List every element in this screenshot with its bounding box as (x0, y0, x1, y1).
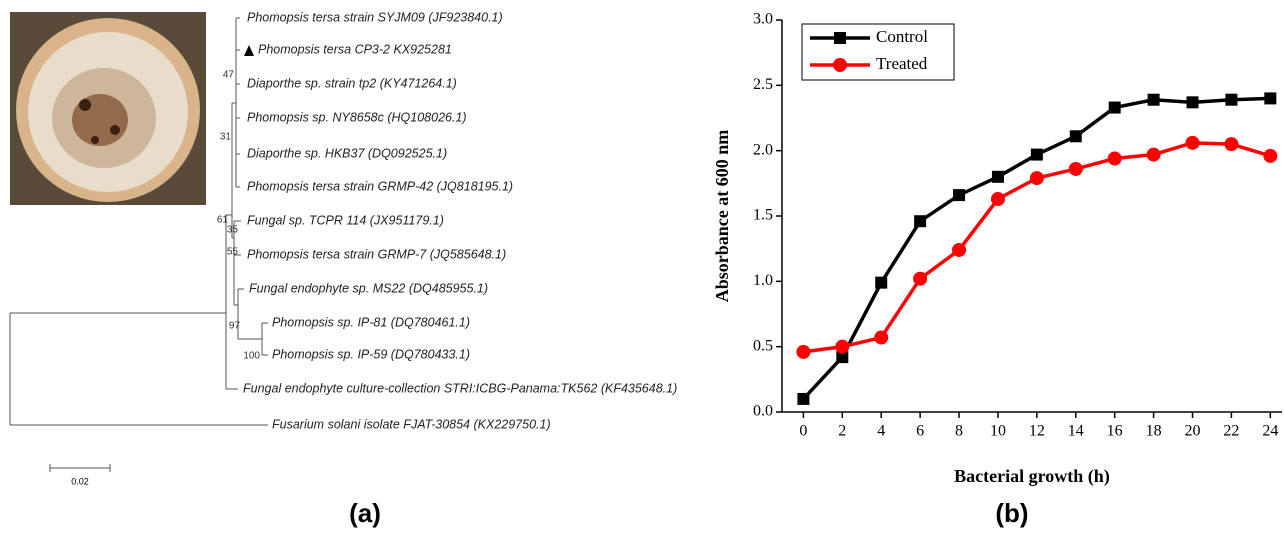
scale-bar-label: 0.02 (71, 476, 89, 486)
leaf-label: Phomopsis sp. NY8658c (HQ108026.1) (247, 110, 467, 124)
marker-circle (990, 192, 1005, 207)
x-tick-label: 24 (1262, 423, 1278, 440)
y-tick-label: 2.0 (753, 141, 773, 158)
x-tick-label: 6 (916, 423, 924, 440)
marker-circle (913, 271, 928, 286)
marker-circle (833, 58, 847, 72)
marker-circle (1029, 171, 1044, 186)
leaf-label: Phomopsis tersa CP3-2 KX925281 (258, 42, 452, 56)
x-tick-label: 20 (1185, 423, 1201, 440)
marker-square (836, 351, 849, 364)
panel-label: (b) (995, 498, 1028, 528)
panel-label: (a) (349, 498, 381, 528)
marker-square (834, 32, 846, 44)
bootstrap-value: 61 (217, 215, 229, 226)
marker-square (797, 392, 810, 405)
bootstrap-value: 55 (227, 247, 239, 258)
leaf-label: Phomopsis sp. IP-59 (DQ780433.1) (272, 347, 470, 361)
marker-circle (874, 330, 889, 345)
marker-circle (1146, 147, 1161, 162)
marker-triangle (244, 45, 254, 56)
x-tick-label: 10 (990, 423, 1006, 440)
bootstrap-value: 100 (243, 351, 260, 362)
leaf-label: Diaporthe sp. HKB37 (DQ092525.1) (247, 146, 447, 160)
y-tick-label: 3.0 (753, 11, 773, 28)
marker-circle (1224, 137, 1239, 152)
x-tick-label: 16 (1107, 423, 1123, 440)
marker-square (991, 170, 1004, 183)
x-tick-label: 14 (1068, 423, 1084, 440)
marker-square (914, 215, 927, 228)
y-tick-label: 0.0 (753, 403, 773, 420)
legend-label: Treated (876, 54, 928, 73)
x-tick-label: 8 (955, 423, 963, 440)
x-tick-label: 4 (877, 423, 885, 440)
marker-square (875, 276, 888, 289)
phylo-tree: 0.02 Phomopsis tersa strain SYJM09 (JF92… (9, 10, 677, 486)
marker-circle (835, 339, 850, 354)
marker-square (1030, 148, 1043, 161)
marker-square (1069, 130, 1082, 143)
marker-square (953, 189, 966, 202)
y-axis-label: Absorbance at 600 nm (712, 130, 732, 303)
marker-square (1147, 93, 1160, 106)
leaf-label: Fungal endophyte culture-collection STRI… (243, 381, 677, 395)
y-tick-label: 0.5 (753, 337, 773, 354)
leaf-label: Fungal endophyte sp. MS22 (DQ485955.1) (249, 281, 488, 295)
leaf-label: Fungal sp. TCPR 114 (JX951179.1) (247, 213, 444, 227)
leaf-label: Phomopsis tersa strain GRMP-7 (JQ585648.… (247, 247, 506, 261)
bootstrap-value: 97 (229, 321, 241, 332)
y-tick-label: 1.0 (753, 272, 773, 289)
leaf-label: Phomopsis sp. IP-81 (DQ780461.1) (272, 315, 470, 329)
y-tick-label: 1.5 (753, 207, 773, 224)
culture-photo (10, 12, 206, 205)
bootstrap-value: 47 (223, 70, 235, 81)
marker-square (1225, 93, 1238, 106)
x-tick-label: 22 (1223, 423, 1239, 440)
legend-label: Control (876, 27, 928, 46)
marker-circle (1185, 135, 1200, 150)
leaf-label: Phomopsis tersa strain GRMP-42 (JQ818195… (247, 179, 513, 193)
leaf-label: Diaporthe sp. strain tp2 (KY471264.1) (247, 76, 457, 90)
line-chart: Bacterial growth (h) Absorbance at 600 n… (712, 11, 1282, 487)
legend-box (801, 23, 955, 81)
marker-square (1108, 101, 1121, 114)
x-tick-label: 18 (1146, 423, 1162, 440)
x-tick-label: 0 (799, 423, 807, 440)
x-tick-label: 12 (1029, 423, 1045, 440)
marker-circle (1263, 148, 1278, 163)
marker-circle (1068, 161, 1083, 176)
marker-circle (796, 344, 811, 359)
marker-square (1186, 96, 1199, 109)
x-axis-label: Bacterial growth (h) (954, 466, 1110, 487)
leaf-label: Phomopsis tersa strain SYJM09 (JF923840.… (247, 10, 503, 24)
y-tick-label: 2.5 (753, 76, 773, 93)
bootstrap-value: 31 (220, 132, 232, 143)
x-tick-label: 2 (838, 423, 846, 440)
marker-circle (952, 242, 967, 257)
leaf-label: Fusarium solani isolate FJAT-30854 (KX22… (272, 417, 551, 431)
marker-square (1264, 92, 1277, 105)
marker-circle (1107, 151, 1122, 166)
bootstrap-value: 35 (227, 225, 239, 236)
